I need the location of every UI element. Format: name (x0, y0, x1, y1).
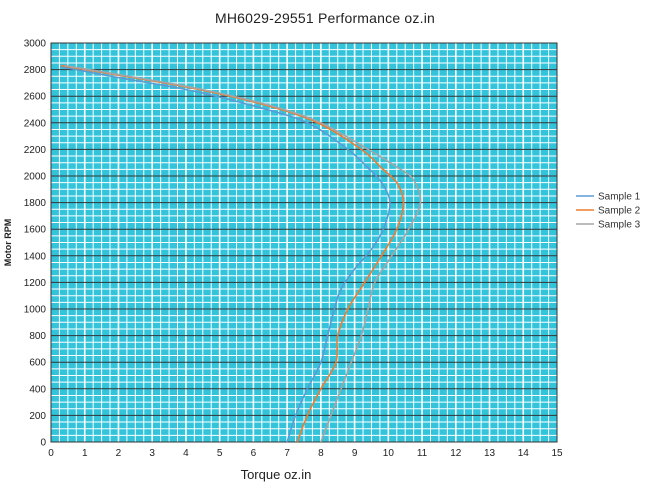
x-tick-label: 2 (116, 448, 122, 459)
y-tick-label: 1200 (24, 278, 47, 289)
x-tick-label: 5 (217, 448, 223, 459)
x-tick-label: 1 (82, 448, 88, 459)
series-lines (60, 64, 422, 443)
legend-label: Sample 2 (598, 206, 641, 217)
y-tick-label: 800 (29, 331, 46, 342)
y-tick-label: 200 (29, 411, 46, 422)
series-line-2 (60, 64, 405, 443)
x-tick-label: 10 (383, 448, 395, 459)
y-tick-label: 2600 (24, 92, 47, 103)
y-tick-label: 0 (40, 438, 46, 449)
x-tick-label: 8 (318, 448, 324, 459)
x-tick-label: 6 (251, 448, 257, 459)
plot-border (50, 42, 558, 443)
x-axis-title: Torque oz.in (241, 467, 312, 482)
x-tick-label: 11 (417, 448, 428, 459)
series-line-1 (60, 66, 391, 443)
y-tick-label: 1400 (24, 251, 47, 262)
x-tick-label: 3 (149, 448, 155, 459)
y-tick-label: 2200 (24, 145, 47, 156)
x-tick-label: 0 (48, 448, 54, 459)
y-tick-label: 400 (29, 384, 46, 395)
y-tick-label: 2000 (24, 172, 47, 183)
x-tick-label: 7 (284, 448, 290, 459)
x-tick-label: 12 (450, 448, 462, 459)
legend: Sample 1 Sample 2 Sample 3 (576, 192, 641, 231)
y-tick-label: 1000 (24, 305, 47, 316)
chart-title: MH6029-29551 Performance oz.in (214, 10, 435, 26)
y-tick-label: 600 (29, 358, 46, 369)
y-tick-label: 2800 (24, 65, 47, 76)
x-tick-label: 15 (551, 448, 563, 459)
x-tick-label: 4 (183, 448, 189, 459)
y-tick-label: 3000 (24, 39, 47, 50)
y-tick-label: 2400 (24, 118, 47, 129)
grid-lines (50, 42, 558, 443)
x-tick-label: 9 (352, 448, 358, 459)
x-tick-label: 14 (518, 448, 530, 459)
y-tick-label: 1600 (24, 225, 47, 236)
tick-labels: 0 1 2 3 4 5 6 7 8 9 10 11 12 13 14 15020040060080010001… (24, 39, 563, 460)
legend-label: Sample 3 (598, 220, 641, 231)
x-tick-label: 13 (484, 448, 496, 459)
legend-label: Sample 1 (598, 192, 641, 203)
y-tick-label: 1800 (24, 198, 47, 209)
series-line-3 (64, 64, 422, 443)
y-axis-title: Motor RPM (3, 219, 13, 267)
